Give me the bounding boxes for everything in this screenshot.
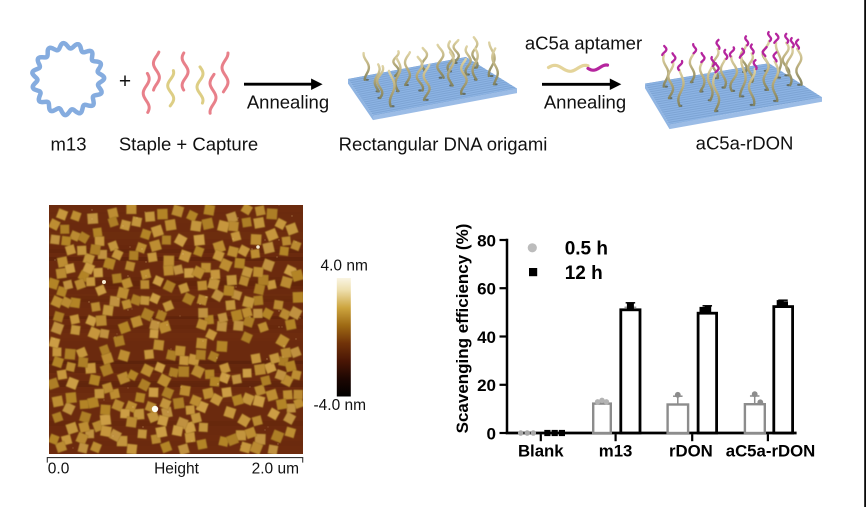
svg-text:12 h: 12 h [565, 263, 603, 284]
svg-text:Height: Height [154, 461, 199, 478]
svg-text:aC5a aptamer: aC5a aptamer [525, 32, 642, 53]
svg-text:aC5a-rDON: aC5a-rDON [726, 441, 816, 460]
svg-text:0.0: 0.0 [48, 461, 70, 478]
svg-text:m13: m13 [51, 134, 87, 155]
svg-text:Annealing: Annealing [247, 91, 329, 112]
svg-text:4.0 nm: 4.0 nm [321, 257, 368, 274]
svg-text:0: 0 [487, 424, 496, 443]
svg-text:Blank: Blank [518, 441, 564, 460]
svg-text:rDON: rDON [669, 441, 713, 460]
svg-text:80: 80 [477, 231, 496, 250]
svg-text:Rectangular DNA origami: Rectangular DNA origami [339, 134, 548, 155]
svg-text:2.0 um: 2.0 um [252, 461, 299, 478]
svg-text:60: 60 [477, 280, 496, 299]
svg-text:0.5 h: 0.5 h [565, 238, 608, 259]
svg-text:Staple + Capture: Staple + Capture [119, 134, 258, 155]
svg-text:-4.0 nm: -4.0 nm [314, 397, 367, 414]
svg-text:20: 20 [477, 376, 496, 395]
svg-text:40: 40 [477, 328, 496, 347]
svg-text:+: + [119, 70, 131, 93]
svg-text:Scavenging efficiency (%): Scavenging efficiency (%) [453, 224, 472, 434]
svg-text:Annealing: Annealing [544, 91, 626, 112]
svg-text:aC5a-rDON: aC5a-rDON [696, 133, 794, 154]
svg-text:m13: m13 [599, 441, 633, 460]
